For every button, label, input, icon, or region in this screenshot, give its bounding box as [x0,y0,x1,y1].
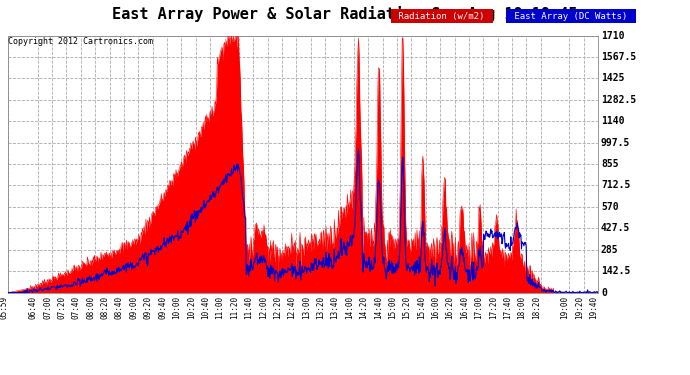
Text: 12:40: 12:40 [288,296,297,320]
Text: 11:20: 11:20 [230,296,239,320]
Text: 09:20: 09:20 [144,296,152,320]
Text: 12:20: 12:20 [273,296,282,320]
Text: 1282.5: 1282.5 [601,95,636,105]
Text: 08:40: 08:40 [115,296,124,320]
Text: 16:40: 16:40 [460,296,469,320]
Text: 10:20: 10:20 [187,296,196,320]
Text: 15:00: 15:00 [388,296,397,320]
Text: 14:20: 14:20 [359,296,368,320]
Text: 12:00: 12:00 [259,296,268,320]
Text: 16:20: 16:20 [446,296,455,320]
Text: 13:20: 13:20 [316,296,325,320]
Text: 19:20: 19:20 [575,296,584,320]
Text: 11:00: 11:00 [215,296,224,320]
Text: 15:40: 15:40 [417,296,426,320]
Text: 1140: 1140 [601,116,624,126]
Text: 08:00: 08:00 [86,296,95,320]
Text: 1567.5: 1567.5 [601,52,636,62]
Text: 15:20: 15:20 [402,296,411,320]
Text: 07:00: 07:00 [43,296,52,320]
Text: 142.5: 142.5 [601,266,631,276]
Text: 09:00: 09:00 [129,296,138,320]
Text: 13:00: 13:00 [302,296,310,320]
Text: 285: 285 [601,245,619,255]
Text: 1710: 1710 [601,31,624,40]
Text: 14:00: 14:00 [345,296,354,320]
Text: 19:40: 19:40 [589,296,598,320]
Text: 10:00: 10:00 [172,296,181,320]
Text: 427.5: 427.5 [601,223,631,233]
Text: 13:40: 13:40 [331,296,339,320]
Text: 10:40: 10:40 [201,296,210,320]
Text: 16:00: 16:00 [431,296,440,320]
Text: 17:40: 17:40 [503,296,512,320]
Text: 17:20: 17:20 [489,296,497,320]
Text: 17:00: 17:00 [474,296,483,320]
Text: 855: 855 [601,159,619,169]
Text: East Array Power & Solar Radiation Sun Aug 19 19:45: East Array Power & Solar Radiation Sun A… [112,6,578,22]
Text: 570: 570 [601,202,619,212]
Text: 09:40: 09:40 [158,296,167,320]
Text: 11:40: 11:40 [244,296,253,320]
Text: 18:00: 18:00 [518,296,526,320]
Text: 18:20: 18:20 [532,296,541,320]
Text: 19:00: 19:00 [560,296,569,320]
Text: 1425: 1425 [601,74,624,84]
Text: 08:20: 08:20 [101,296,110,320]
Text: 14:40: 14:40 [374,296,383,320]
Text: 07:40: 07:40 [72,296,81,320]
Text: 997.5: 997.5 [601,138,631,148]
Text: 712.5: 712.5 [601,180,631,190]
Text: 07:20: 07:20 [57,296,66,320]
Text: 0: 0 [601,288,607,297]
Text: 05:59: 05:59 [0,296,8,320]
Text: Radiation (w/m2): Radiation (w/m2) [393,12,490,21]
Text: 06:40: 06:40 [29,296,38,320]
Text: East Array (DC Watts): East Array (DC Watts) [509,12,633,21]
Text: Copyright 2012 Cartronics.com: Copyright 2012 Cartronics.com [8,38,153,46]
